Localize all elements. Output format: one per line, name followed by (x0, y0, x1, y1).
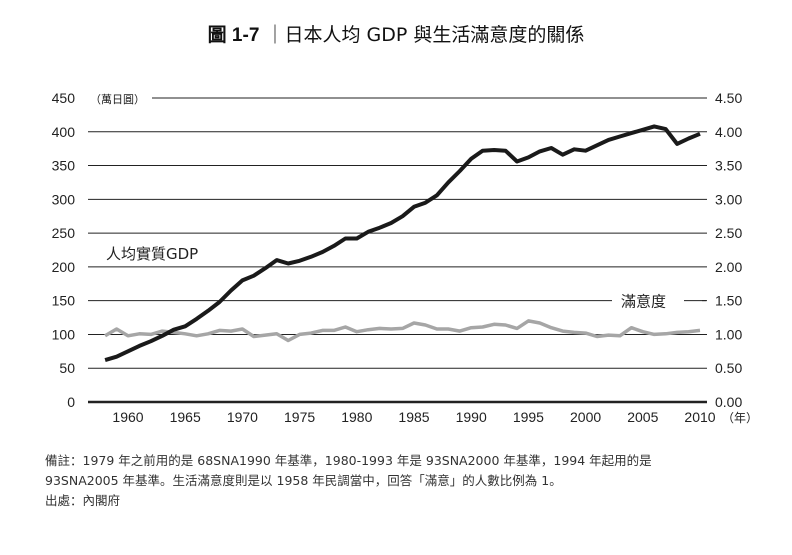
y-right-tick-label: 1.50 (715, 293, 742, 309)
x-tick-label: 1975 (284, 409, 315, 425)
y-left-tick-label: 100 (52, 326, 76, 342)
y-right-tick-label: 2.50 (715, 225, 742, 241)
y-right-tick-label: 4.50 (715, 90, 742, 106)
x-tick-label: 2010 (684, 409, 715, 425)
series-label-gdp: 人均實質GDP (106, 245, 198, 263)
series-line-gdp (104, 124, 701, 363)
x-tick-label: 2005 (627, 409, 658, 425)
y-right-tick-label: 0.00 (715, 394, 742, 410)
title-text: ｜日本人均 GDP 與生活滿意度的關係 (265, 24, 585, 46)
y-left-tick-label: 250 (52, 225, 76, 241)
y-right-tick-label: 4.00 (715, 124, 742, 140)
figure-number: 圖 1-7 (207, 25, 260, 46)
x-tick-label: 1980 (341, 409, 372, 425)
note-line-1: 備註：1979 年之前用的是 68SNA1990 年基準，1980-1993 年… (45, 453, 652, 468)
y-right-tick-label: 0.50 (715, 360, 742, 376)
x-unit-label: （年） (722, 411, 758, 425)
chart-title: 圖 1-7 ｜日本人均 GDP 與生活滿意度的關係 (0, 20, 792, 47)
x-tick-label: 1985 (398, 409, 429, 425)
line-chart: 0 0.00 50 0.50 100 1.00 150 1.50 200 2.00 250 2.50 3… (52, 90, 758, 425)
y-left-tick-label: 300 (52, 191, 76, 207)
x-tick-label: 1995 (513, 409, 544, 425)
y-left-tick-label: 350 (52, 158, 76, 174)
y-left-tick-label: 50 (59, 360, 75, 376)
y-right-tick-label: 3.00 (715, 191, 742, 207)
x-tick-label: 1990 (456, 409, 487, 425)
y-left-unit-label: （萬日圓） (90, 93, 145, 106)
note-line-2: 93SNA2005 年基準。生活滿意度則是以 1958 年民調當中，回答「滿意」… (45, 473, 562, 488)
series-line-satisfaction (104, 319, 701, 343)
source-note: 出處：內閣府 (45, 493, 121, 508)
y-left-tick-label: 200 (52, 259, 76, 275)
y-right-tick-label: 3.50 (715, 158, 742, 174)
series-label-satisfaction: 滿意度 (621, 293, 666, 311)
x-tick-label: 1965 (170, 409, 201, 425)
y-right-tick-label: 1.00 (715, 326, 742, 342)
x-tick-label: 1970 (227, 409, 258, 425)
y-left-tick-label: 150 (52, 293, 76, 309)
y-left-tick-label: 400 (52, 124, 76, 140)
x-tick-label: 2000 (570, 409, 601, 425)
y-left-tick-label: 0 (67, 394, 75, 410)
y-left-tick-label: 450 (52, 90, 76, 106)
x-tick-label: 1960 (112, 409, 143, 425)
y-right-tick-label: 2.00 (715, 259, 742, 275)
